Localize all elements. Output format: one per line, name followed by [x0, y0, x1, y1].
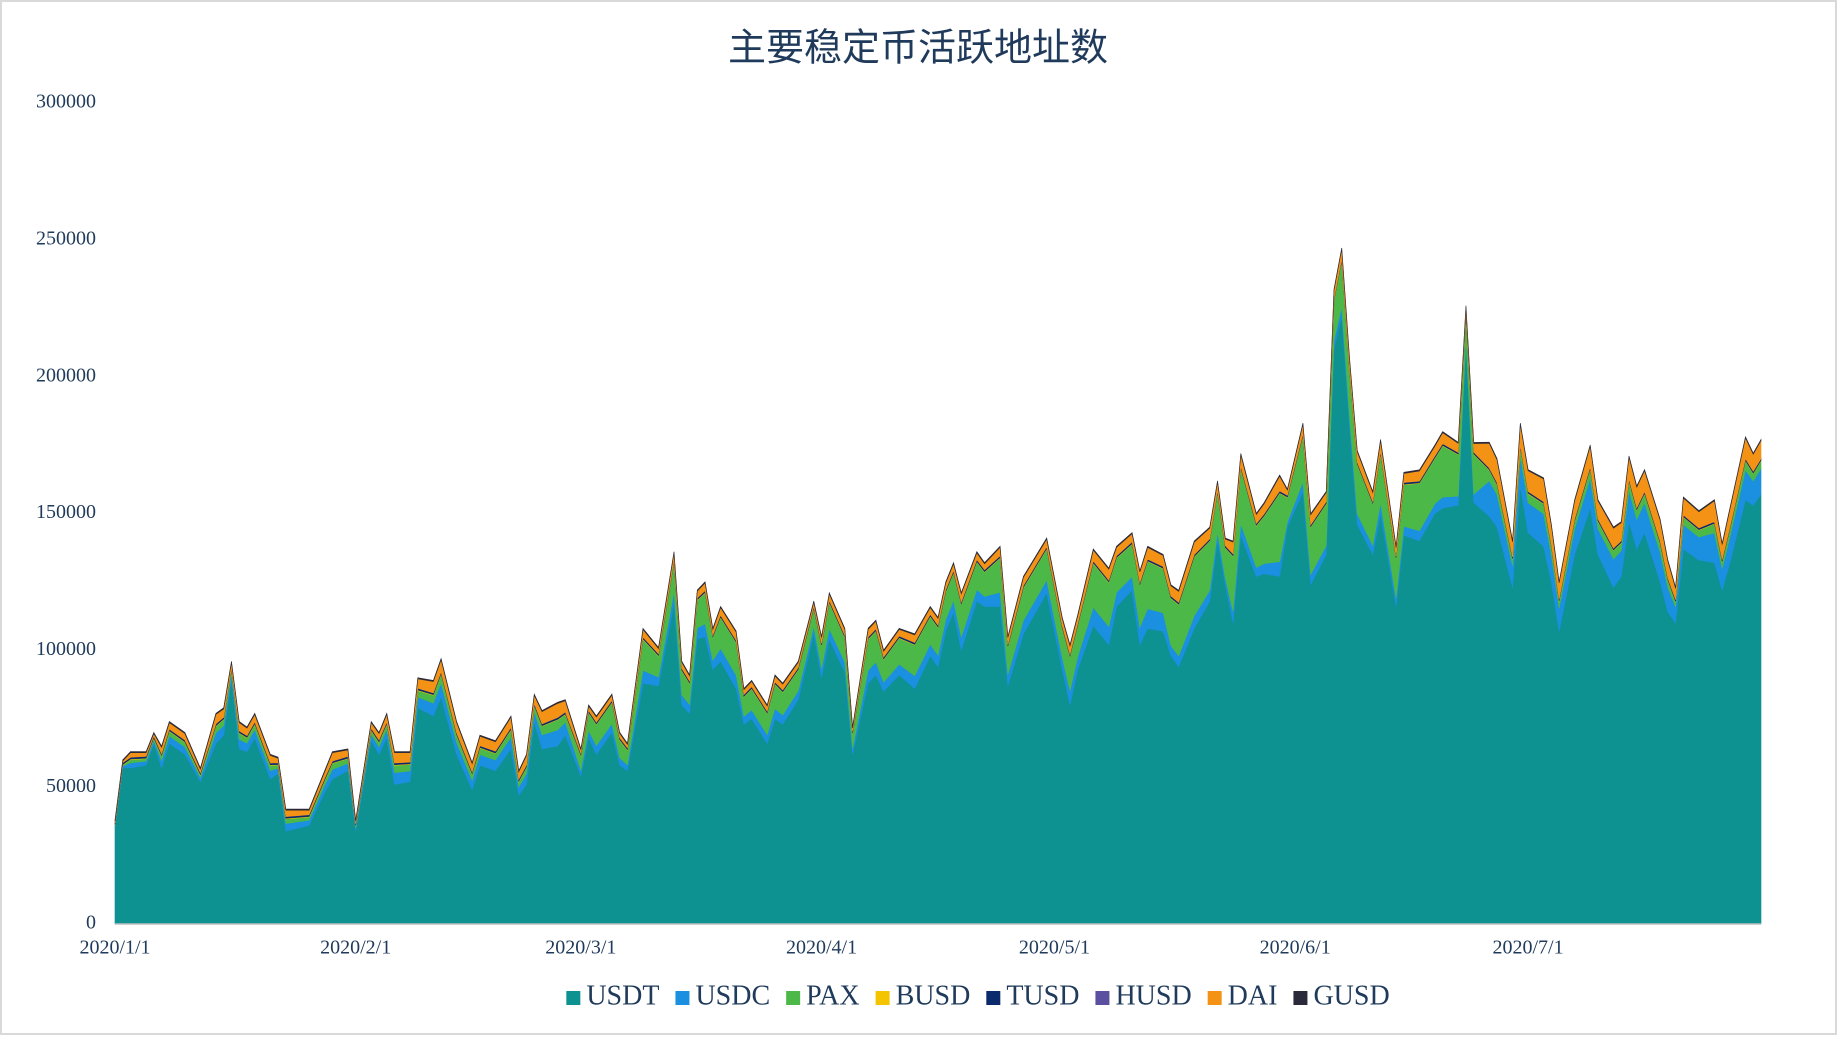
legend-label: PAX — [806, 980, 859, 1011]
legend-swatch — [1293, 991, 1308, 1005]
x-tick-label: 2020/4/1 — [786, 937, 857, 959]
x-tick-label: 2020/6/1 — [1260, 937, 1331, 959]
y-tick-label: 300000 — [36, 91, 96, 113]
legend-label: USDT — [586, 980, 659, 1011]
chart-title: 主要稳定币活跃地址数 — [728, 28, 1108, 70]
legend-swatch — [786, 991, 801, 1005]
x-tick-label: 2020/7/1 — [1493, 937, 1564, 959]
legend-swatch — [875, 991, 890, 1005]
y-tick-label: 100000 — [36, 638, 96, 660]
area — [114, 247, 1762, 822]
legend-label: BUSD — [896, 980, 971, 1011]
legend-swatch — [675, 991, 690, 1005]
legend-swatch — [986, 991, 1001, 1005]
legend: USDT USDC PAX BUSD TUSD HUSD DAI GUSD — [566, 980, 1390, 1011]
legend-swatch — [1207, 991, 1222, 1005]
legend-label: USDC — [695, 980, 770, 1011]
y-tick-label: 200000 — [36, 364, 96, 386]
legend-swatch — [566, 991, 581, 1005]
y-tick-label: 0 — [86, 912, 96, 934]
legend-label: HUSD — [1115, 980, 1191, 1011]
axes: 0 50000 100000 150000 200000 250000 300000 2020… — [36, 91, 1761, 959]
x-tick-label: 2020/1/1 — [79, 937, 150, 959]
legend-label: GUSD — [1313, 980, 1389, 1011]
x-tick-label: 2020/3/1 — [545, 937, 616, 959]
y-tick-label: 250000 — [36, 227, 96, 249]
legend-swatch — [1095, 991, 1110, 1005]
y-tick-label: 150000 — [36, 501, 96, 523]
legend-label: TUSD — [1006, 980, 1079, 1011]
legend-label: DAI — [1228, 980, 1278, 1011]
x-tick-label: 2020/5/1 — [1019, 937, 1090, 959]
y-tick-label: 50000 — [46, 775, 96, 797]
x-tick-label: 2020/2/1 — [320, 937, 391, 959]
